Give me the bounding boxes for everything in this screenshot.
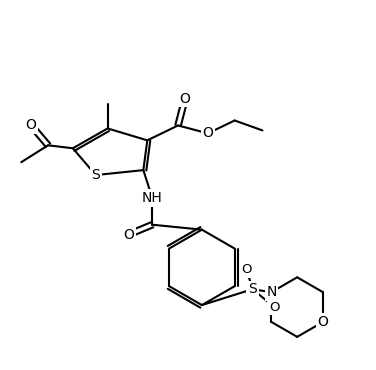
- Text: S: S: [91, 168, 100, 182]
- Text: NH: NH: [142, 191, 163, 205]
- Text: N: N: [266, 285, 277, 299]
- Text: S: S: [248, 282, 257, 296]
- Text: O: O: [317, 315, 328, 329]
- Text: O: O: [123, 228, 134, 242]
- Text: O: O: [202, 127, 213, 140]
- Text: O: O: [241, 263, 252, 276]
- Text: O: O: [26, 118, 36, 132]
- Text: O: O: [269, 300, 280, 314]
- Text: O: O: [180, 92, 191, 106]
